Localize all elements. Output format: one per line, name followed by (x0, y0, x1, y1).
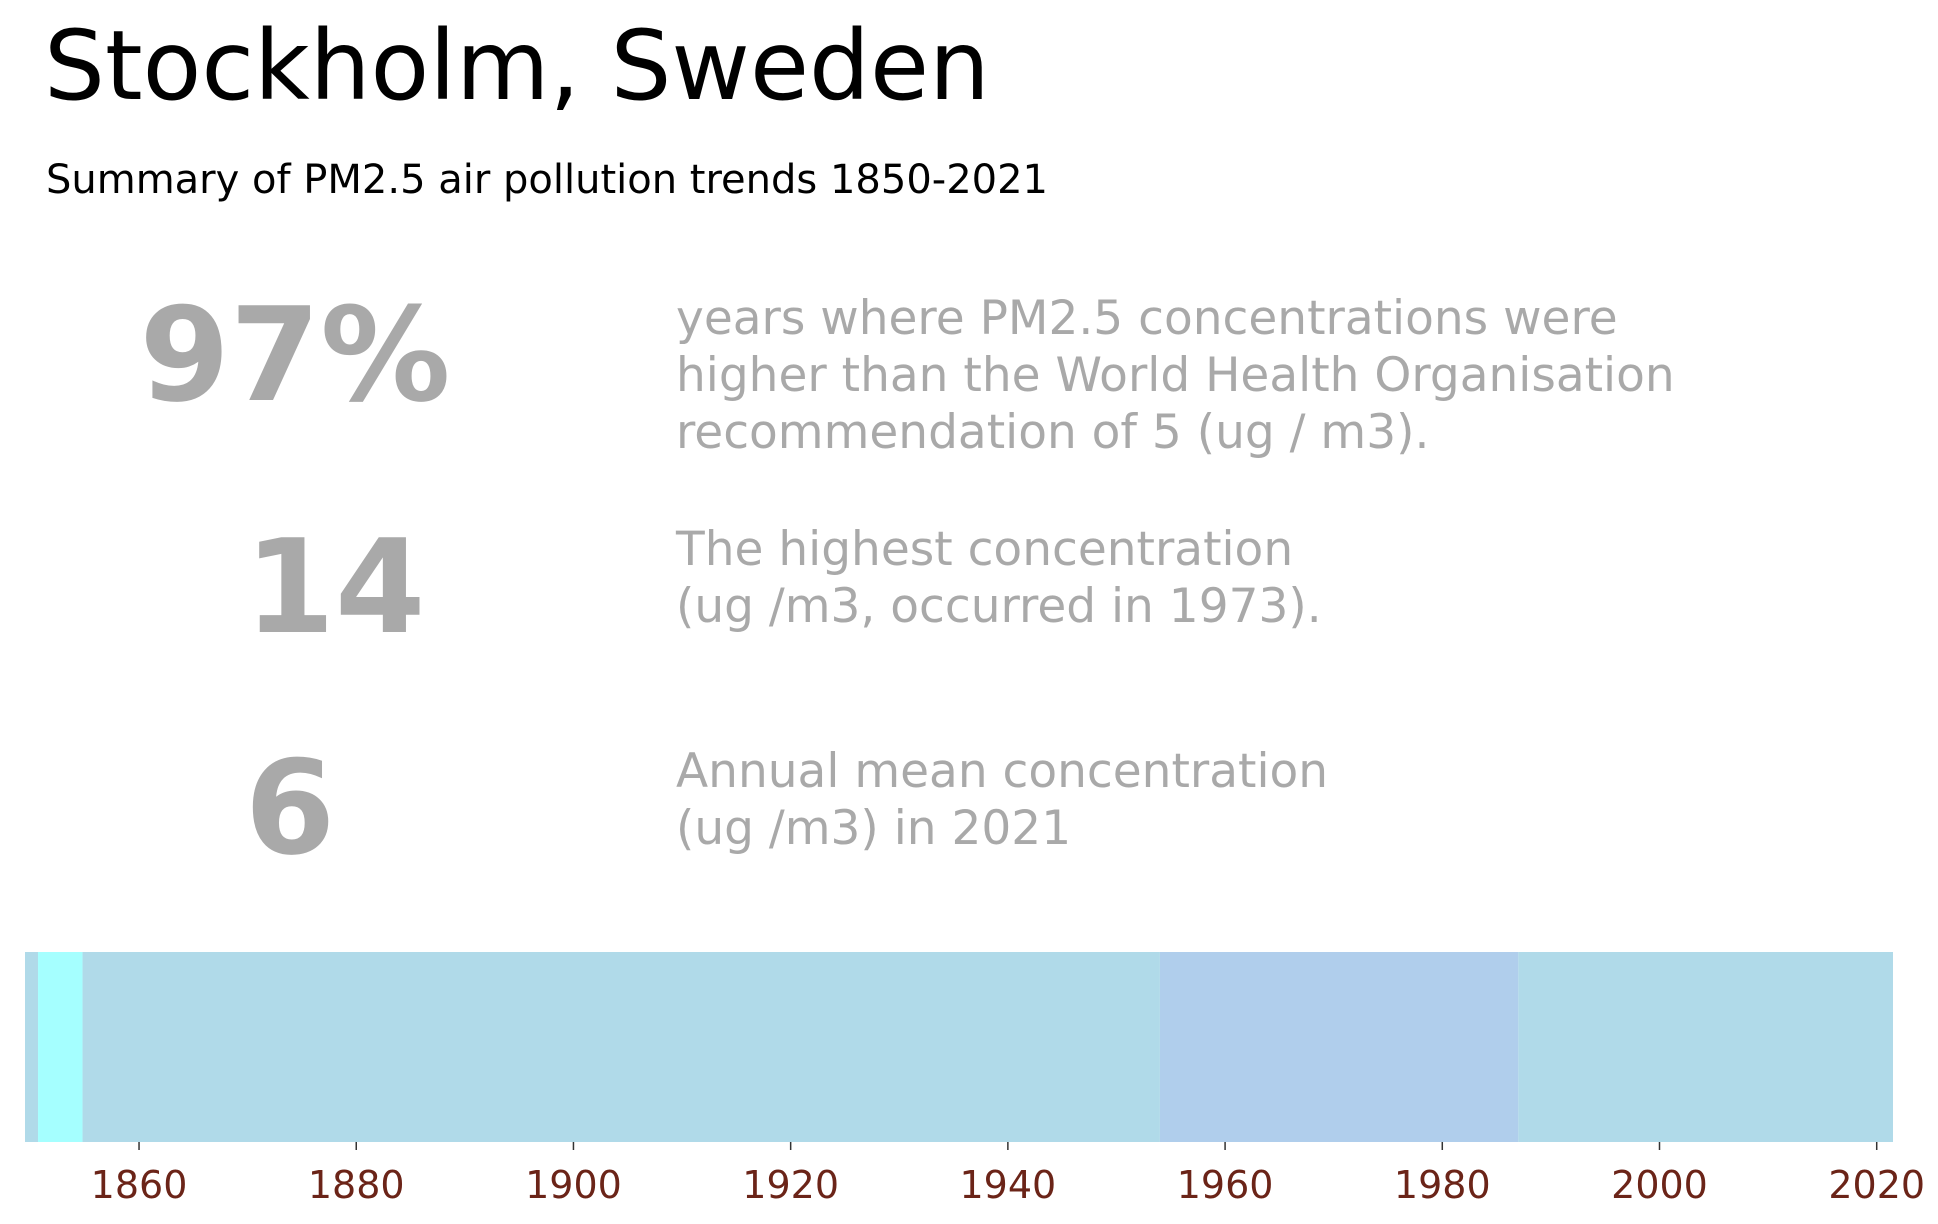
x-tick-label: 1880 (308, 1163, 405, 1207)
stat-desc-line: higher than the World Health Organisatio… (676, 348, 1675, 403)
x-tick-label: 1900 (525, 1163, 622, 1207)
stat-desc-2021-mean: Annual mean concentration (ug /m3) in 20… (676, 743, 1328, 857)
stat-desc-exceed-percent: years where PM2.5 concentrations were hi… (676, 290, 1675, 461)
stat-value-highest: 14 (244, 511, 426, 663)
stat-desc-line: The highest concentration (676, 522, 1294, 577)
pollution-stripes-chart: 1860 1880 1900 1920 1940 1960 1980 2000 2020 (25, 952, 1925, 1207)
stat-desc-line: recommendation of 5 (ug / m3). (676, 405, 1430, 460)
page-subtitle: Summary of PM2.5 air pollution trends 18… (46, 157, 1048, 203)
x-tick-label: 1920 (742, 1163, 839, 1207)
x-tick-label: 1980 (1394, 1163, 1491, 1207)
stripe-segment-0 (25, 952, 39, 1142)
stat-desc-line: (ug /m3, occurred in 1973). (676, 579, 1322, 634)
x-tick-label: 1960 (1177, 1163, 1274, 1207)
stat-desc-line: years where PM2.5 concentrations were (676, 291, 1618, 346)
x-tick-label: 2000 (1611, 1163, 1708, 1207)
stat-value-2021-mean: 6 (244, 732, 336, 884)
x-axis-ticks: 1860 1880 1900 1920 1940 1960 1980 2000 2020 (91, 1142, 1925, 1207)
stripe-segments (25, 952, 1893, 1142)
stripe-segment-2 (82, 952, 1160, 1142)
stripe-segment-1 (38, 952, 83, 1142)
stat-desc-line: (ug /m3) in 2021 (676, 801, 1072, 856)
stat-desc-highest: The highest concentration (ug /m3, occur… (676, 521, 1322, 635)
x-tick-label: 2020 (1828, 1163, 1925, 1207)
x-tick-label: 1940 (960, 1163, 1057, 1207)
stat-value-exceed-percent: 97% (139, 279, 451, 431)
x-tick-label: 1860 (91, 1163, 188, 1207)
page-title: Stockholm, Sweden (44, 10, 990, 122)
stripe-segment-3 (1159, 952, 1519, 1142)
stripe-segment-4 (1518, 952, 1893, 1142)
stat-desc-line: Annual mean concentration (676, 744, 1329, 799)
